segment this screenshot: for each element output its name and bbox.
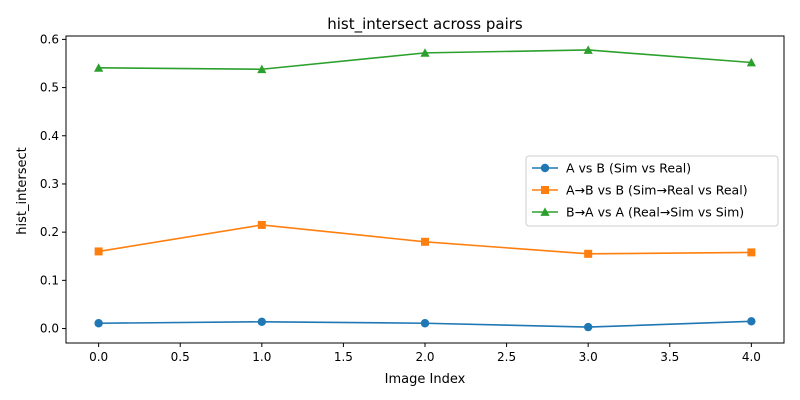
x-tick-label: 0.0 [89, 350, 108, 364]
legend-label: A vs B (Sim vs Real) [566, 161, 691, 176]
series-3 [94, 45, 756, 74]
data-point [583, 322, 593, 332]
y-tick-label: 0.5 [40, 81, 59, 95]
data-point [420, 48, 430, 57]
legend-label: B→A vs A (Real→Sim vs Sim) [566, 205, 744, 220]
x-tick-label: 2.0 [415, 350, 434, 364]
series-1 [94, 317, 756, 332]
legend-item: A→B vs B (Sim→Real vs Real) [532, 183, 748, 198]
x-tick-label: 3.0 [579, 350, 598, 364]
x-tick-label: 1.5 [334, 350, 353, 364]
chart-title: hist_intersect across pairs [327, 15, 523, 34]
data-point [257, 317, 267, 326]
legend-box [525, 155, 779, 227]
plot-area: 0.0 0.5 1.0 1.5 2.0 2.5 3.0 3.5 4.0 0.0 0.1 0.2 0.3… [40, 32, 785, 364]
y-tick-label: 0.3 [40, 177, 59, 191]
y-tick-label: 0.4 [40, 129, 59, 143]
series-layer [94, 45, 756, 332]
x-tick-label: 1.0 [252, 350, 271, 364]
data-point [584, 249, 593, 258]
data-point [94, 247, 103, 256]
data-point [420, 319, 430, 328]
x-tick-label: 2.5 [497, 350, 516, 364]
data-point [583, 45, 593, 54]
data-point [257, 220, 266, 229]
y-tick-label: 0.6 [40, 32, 59, 46]
data-point [747, 317, 756, 326]
y-axis: 0.0 0.1 0.2 0.3 0.4 0.5 0.6 [40, 32, 66, 336]
x-axis-label: Image Index [385, 372, 466, 387]
legend-label: A→B vs B (Sim→Real vs Real) [566, 183, 748, 198]
legend-marker [540, 207, 550, 216]
y-tick-label: 0.1 [40, 273, 59, 287]
data-point [94, 63, 104, 72]
data-point [747, 248, 756, 257]
data-point [421, 237, 429, 246]
x-axis: 0.0 0.5 1.0 1.5 2.0 2.5 3.0 3.5 4.0 [89, 343, 761, 364]
y-tick-label: 0.2 [40, 225, 59, 239]
legend-marker [540, 163, 550, 173]
y-tick-label: 0.0 [40, 322, 59, 336]
data-point [94, 319, 103, 328]
x-tick-label: 4.0 [742, 350, 761, 364]
data-point [746, 57, 756, 67]
legend-item: A vs B (Sim vs Real) [532, 161, 691, 176]
y-axis-label: hist_intersect [15, 147, 30, 235]
x-tick-label: 3.5 [660, 350, 679, 364]
legend-item: B→A vs A (Real→Sim vs Sim) [532, 205, 744, 220]
legend: A vs B (Sim vs Real) A→B vs B (Sim→Real v… [525, 155, 779, 227]
x-tick-label: 0.5 [171, 350, 190, 364]
legend-marker [541, 186, 549, 194]
data-point [257, 64, 267, 74]
series-2 [94, 220, 756, 258]
